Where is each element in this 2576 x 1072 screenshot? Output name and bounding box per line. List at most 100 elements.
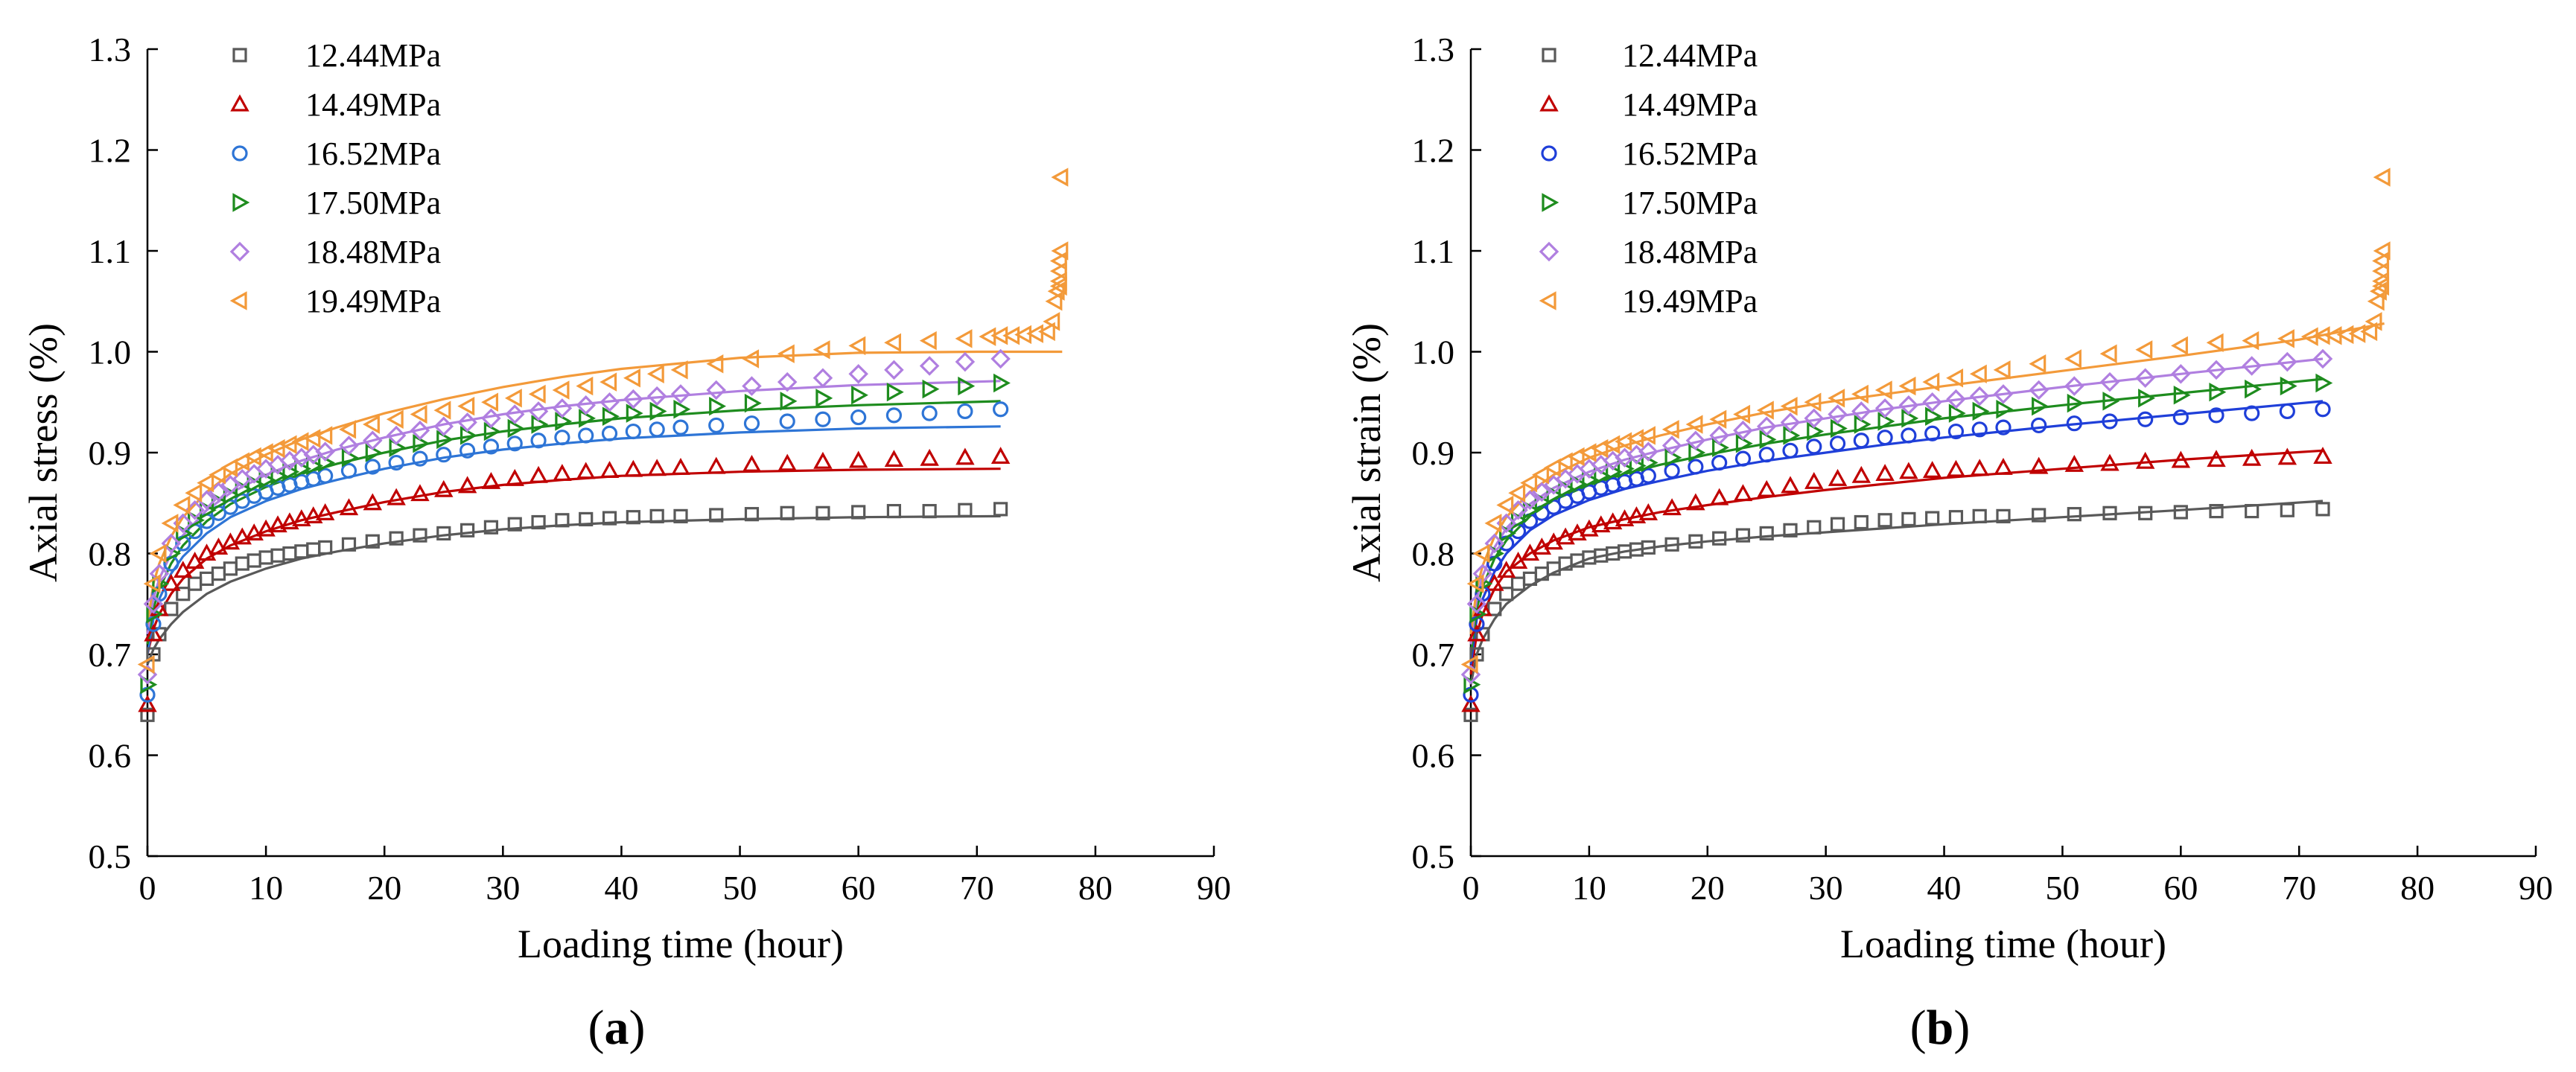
data-point [2137,411,2154,427]
data-point [623,368,640,388]
data-point [483,438,500,455]
data-point [433,416,454,437]
data-point [1556,527,1575,545]
data-point [993,373,1011,393]
x-tick-label: 0 [139,869,156,907]
data-point [1051,241,1069,261]
data-point [886,382,904,402]
data-point [1460,654,1478,674]
data-point [220,532,241,550]
data-point [1993,384,2014,404]
x-tick-label: 60 [2163,869,2198,907]
x-tick-label: 10 [1572,869,1606,907]
data-point [1898,376,1916,396]
data-point [646,386,667,406]
data-point [579,409,597,428]
data-point [2064,454,2084,472]
legend-marker [232,145,248,162]
data-point [2280,502,2294,517]
data-point [649,508,664,523]
data-point [1638,441,1659,462]
y-tick-label: 0.9 [1412,434,1455,472]
data-point [990,348,1011,369]
data-point [1783,426,1801,445]
data-point [1711,454,1728,471]
data-point [318,540,333,555]
data-point [199,571,214,586]
data-point [1626,506,1647,523]
legend-label: 16.52MPa [1622,135,1758,172]
legend-marker [1542,48,1556,63]
data-point [413,528,427,543]
data-point [1969,364,1987,384]
x-tick-label: 30 [1809,869,1843,907]
y-axis-title: Axial strain (%) [1344,323,1389,582]
data-point [777,344,795,363]
data-point [885,407,903,424]
data-point [1043,312,1060,331]
x-tick-label: 30 [486,869,520,907]
data-point [1874,380,1892,400]
series-14-49MPa [138,447,1011,712]
data-point [706,354,724,374]
y-tick-label: 0.6 [89,737,132,775]
data-point [1972,401,1990,421]
data-point [993,502,1008,517]
data-point [919,356,940,376]
data-point [576,395,596,415]
caption-paren-close: ) [1953,1001,1970,1055]
data-point [386,425,407,446]
data-point [459,426,477,445]
data-point [1922,372,1940,392]
x-tick-label: 80 [1078,869,1113,907]
data-point [268,515,287,533]
legend-marker [230,94,249,112]
legend-marker [229,291,247,310]
data-point [211,566,226,581]
data-point [2099,371,2120,392]
data-point [1555,452,1573,471]
data-point [1508,552,1528,569]
data-point [1709,488,1729,505]
data-point [1780,412,1801,433]
data-point [1756,416,1777,437]
data-point [387,488,406,505]
data-point [1508,483,1526,502]
data-point [884,450,904,468]
data-point [1758,447,1775,463]
series-19-49MPa [137,168,1069,674]
data-point [364,459,381,475]
data-point [2135,451,2155,469]
data-point [481,392,499,412]
data-point [531,415,549,434]
data-point [315,426,333,445]
data-point [851,505,866,520]
data-point [1829,436,1846,452]
data-point [552,380,570,400]
panel-a: 0 10 20 30 40 50 60 70 80 90 0.5 0.6 0.7 0.8 0.9 1.0 1.1… [21,31,1231,1055]
data-point [812,368,833,388]
fit-line-16-52MPa [146,425,1001,655]
data-point [315,441,335,462]
data-point [623,389,643,409]
y-tick-label: 1.1 [89,232,132,270]
data-point [244,447,261,467]
data-point [1759,526,1774,541]
data-point [579,511,594,527]
data-point [459,442,476,459]
data-point [2206,360,2227,380]
data-point [955,329,973,348]
data-point [990,447,1011,465]
data-point [2280,376,2297,396]
legend-marker [232,48,247,63]
data-point [955,351,976,372]
data-point [188,576,203,591]
data-point [1901,511,1916,527]
data-point [2064,376,2084,396]
data-point [1877,430,1893,446]
data-point [1901,409,1919,428]
legend-label: 18.48MPa [1622,234,1758,270]
data-point [220,458,238,478]
data-point [2102,413,2118,430]
data-point [1735,434,1753,453]
